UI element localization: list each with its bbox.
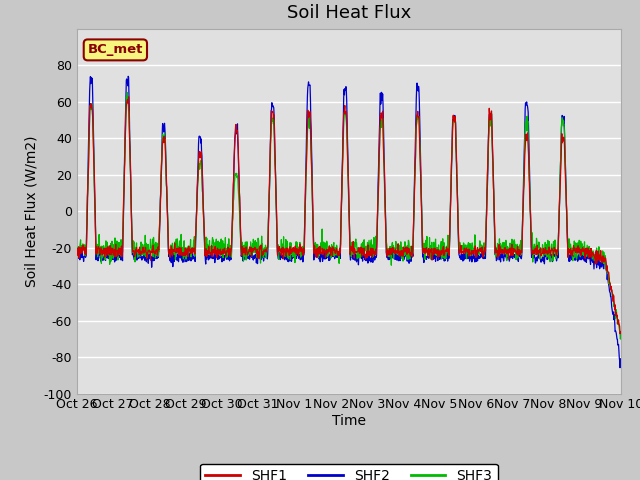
Y-axis label: Soil Heat Flux (W/m2): Soil Heat Flux (W/m2) [24,135,38,287]
SHF2 [255,254,263,260]
Title: Soil Heat Flux: Soil Heat Flux [287,4,411,22]
SHF3 [73,244,81,250]
SHF2 [195,158,202,164]
SHF3 [505,247,513,252]
Line: SHF2: SHF2 [77,76,621,368]
SHF3 [255,250,263,256]
X-axis label: Time: Time [332,414,366,428]
SHF2 [505,256,513,262]
SHF1 [616,331,624,336]
SHF3 [617,331,625,337]
SHF1 [255,256,263,262]
SHF2 [124,73,132,79]
SHF1 [505,256,513,262]
SHF3 [553,249,561,255]
SHF2 [553,258,561,264]
SHF1 [125,94,132,100]
SHF1 [434,248,442,253]
SHF3 [181,254,189,260]
Legend: SHF1, SHF2, SHF3: SHF1, SHF2, SHF3 [200,464,498,480]
SHF2 [181,250,189,256]
SHF2 [434,254,442,260]
SHF2 [617,362,625,368]
SHF3 [195,176,202,182]
SHF1 [195,169,202,175]
Line: SHF1: SHF1 [77,97,621,334]
SHF1 [553,253,561,259]
SHF2 [616,365,624,371]
SHF3 [124,90,131,96]
SHF2 [73,258,81,264]
SHF1 [73,252,81,257]
SHF3 [434,245,442,251]
SHF1 [617,329,625,335]
SHF1 [181,253,189,259]
Text: BC_met: BC_met [88,43,143,56]
Line: SHF3: SHF3 [77,93,621,339]
SHF3 [616,336,624,342]
